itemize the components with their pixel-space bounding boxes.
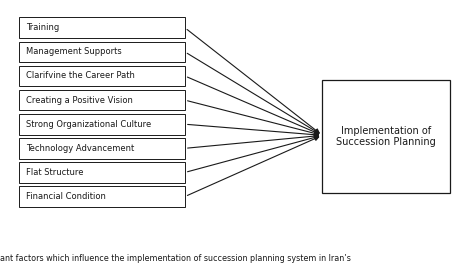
Bar <box>19 42 185 62</box>
Text: Creating a Positive Vision: Creating a Positive Vision <box>26 96 133 105</box>
Bar <box>19 162 185 183</box>
Text: Financial Condition: Financial Condition <box>26 192 106 201</box>
Text: Technology Advancement: Technology Advancement <box>26 144 134 153</box>
Text: Strong Organizational Culture: Strong Organizational Culture <box>26 120 151 129</box>
Bar <box>19 114 185 135</box>
Bar <box>19 66 185 86</box>
Text: ant factors which influence the implementation of succession planning system in : ant factors which influence the implemen… <box>0 254 351 263</box>
Text: Flat Structure: Flat Structure <box>26 168 83 177</box>
Text: Clarifvine the Career Path: Clarifvine the Career Path <box>26 72 135 80</box>
Bar <box>19 138 185 159</box>
Text: Training: Training <box>26 23 59 32</box>
Bar <box>19 186 185 207</box>
Bar <box>19 17 185 38</box>
Bar <box>322 80 450 193</box>
Bar <box>19 90 185 110</box>
Text: Implementation of
Succession Planning: Implementation of Succession Planning <box>337 126 436 147</box>
Text: Management Supports: Management Supports <box>26 47 122 56</box>
